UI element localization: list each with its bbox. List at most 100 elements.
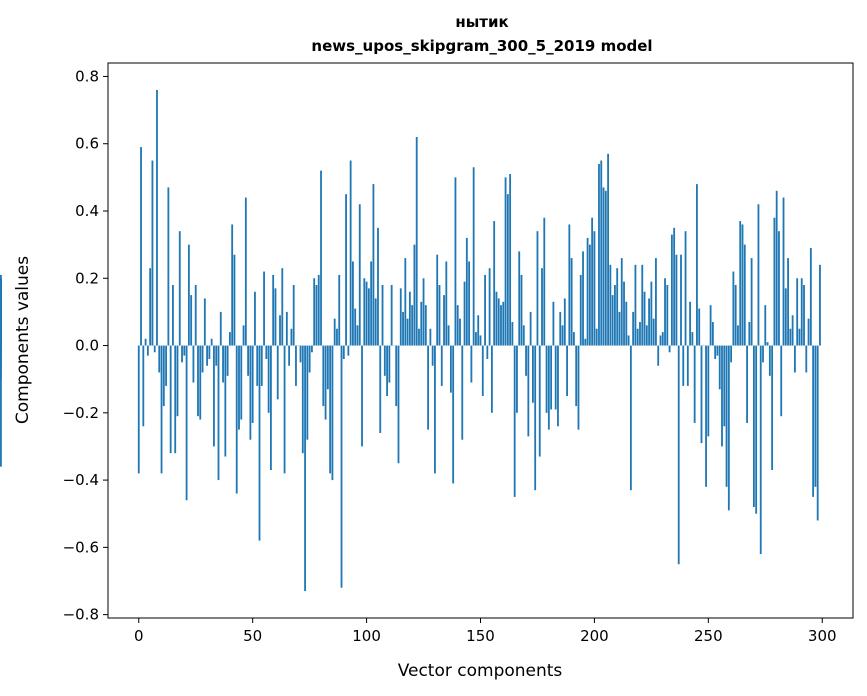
bar: [504, 177, 507, 346]
bar: [497, 298, 500, 346]
bar: [463, 281, 466, 346]
bar: [222, 345, 224, 383]
bar: [279, 315, 281, 346]
bar: [174, 345, 177, 454]
bar: [511, 322, 514, 346]
bar: [486, 345, 489, 359]
bar: [399, 288, 402, 346]
bar: [666, 285, 669, 346]
bar: [383, 345, 386, 376]
bar: [584, 338, 587, 346]
bar: [181, 345, 183, 363]
bar-series: [0, 89, 821, 592]
bar: [449, 345, 452, 393]
y-axis-ticks: −0.8 −0.6 −0.4 −0.2 0.0 0.2 0.4 0.6 0.8: [63, 67, 108, 624]
bar: [349, 160, 352, 346]
bar: [151, 160, 154, 346]
bar: [618, 311, 621, 346]
bar: [342, 345, 345, 359]
bar: [652, 318, 655, 346]
bar: [231, 224, 234, 346]
bar: [199, 345, 202, 420]
x-tick-label: 300: [808, 627, 837, 645]
bar: [732, 271, 735, 346]
bar: [527, 345, 530, 437]
bar: [741, 224, 744, 346]
bar: [502, 301, 505, 346]
bar: [176, 345, 179, 417]
bar: [381, 285, 384, 346]
bar: [586, 237, 589, 346]
bar: [306, 345, 309, 440]
bar: [552, 301, 555, 346]
bar: [197, 345, 199, 417]
bar: [737, 325, 739, 346]
bar: [550, 345, 553, 410]
bar: [149, 268, 152, 346]
x-tick-label: 250: [694, 627, 723, 645]
bar: [265, 345, 268, 359]
bar: [365, 281, 368, 346]
bar: [780, 345, 783, 417]
bar: [673, 227, 676, 346]
bar: [285, 311, 288, 346]
bar: [372, 184, 375, 346]
bar: [427, 345, 430, 430]
bar: [639, 322, 641, 346]
bar: [274, 288, 277, 346]
bar: [304, 345, 306, 592]
bar: [500, 305, 502, 346]
bar: [224, 345, 227, 457]
bar: [604, 190, 607, 346]
bar: [452, 345, 455, 484]
bar: [263, 271, 265, 346]
bar: [256, 345, 259, 386]
bar: [415, 137, 418, 346]
bar: [771, 345, 774, 470]
bar: [461, 345, 464, 440]
bar: [290, 328, 293, 346]
bar: [643, 291, 646, 346]
bar: [611, 295, 614, 346]
bar: [529, 311, 532, 346]
bar: [322, 345, 325, 407]
bar: [408, 291, 411, 346]
bar: [602, 187, 605, 346]
bar: [809, 248, 812, 346]
bar: [522, 325, 525, 346]
bar: [709, 305, 712, 346]
bar: [0, 278, 2, 346]
bar: [292, 285, 295, 346]
bar: [819, 264, 821, 346]
bar: [655, 258, 657, 346]
bar: [258, 345, 261, 541]
bar: [579, 274, 582, 346]
bar: [620, 258, 623, 346]
bar: [377, 227, 379, 346]
bar: [645, 325, 648, 346]
bar: [684, 231, 687, 346]
bar: [374, 298, 377, 346]
bar: [315, 285, 318, 346]
bar: [447, 325, 450, 346]
bar: [272, 274, 275, 346]
bar: [493, 221, 496, 346]
bar: [167, 187, 170, 346]
x-tick-label: 0: [134, 627, 144, 645]
bar: [240, 345, 243, 420]
bar: [648, 298, 650, 346]
bar: [481, 345, 484, 396]
bar: [251, 345, 254, 423]
bar: [336, 328, 338, 346]
bar: [201, 345, 204, 373]
bar: [803, 285, 805, 346]
y-tick-label: 0.2: [75, 269, 99, 287]
bar: [725, 345, 728, 487]
bar: [627, 335, 630, 346]
y-tick-label: −0.8: [63, 606, 99, 624]
x-tick-label: 100: [352, 627, 381, 645]
bar: [440, 345, 443, 386]
bar: [142, 345, 145, 427]
bar: [495, 291, 498, 346]
bar: [538, 345, 541, 457]
